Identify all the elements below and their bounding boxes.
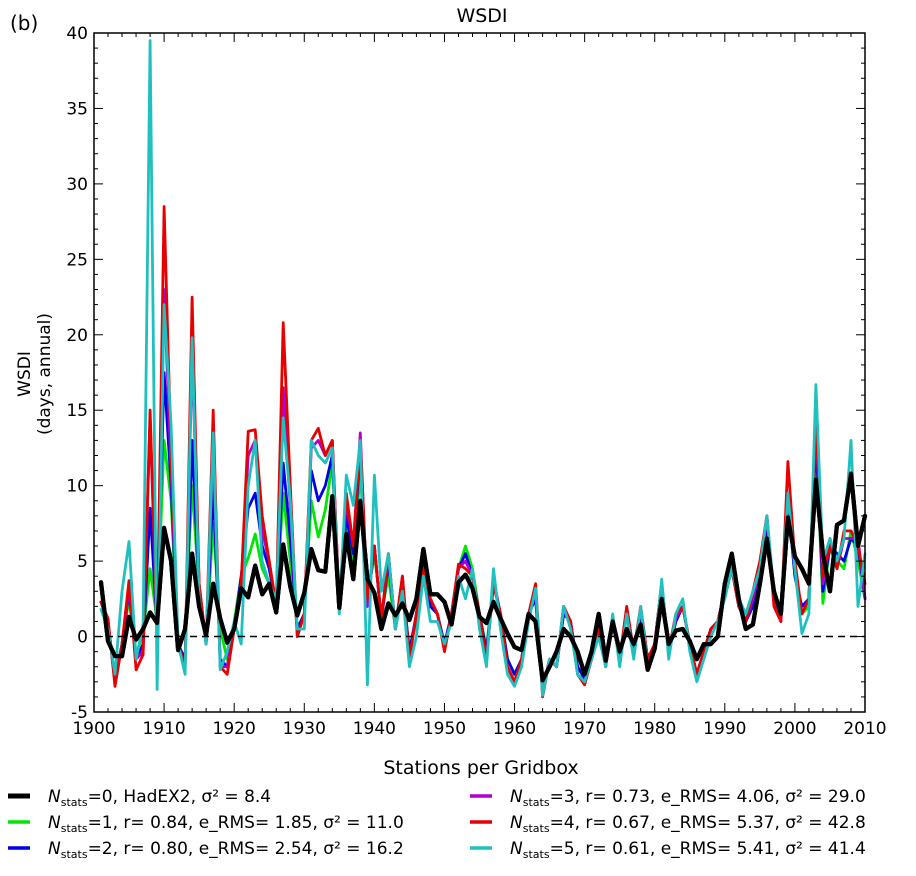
legend-entry-4: Nstats=4, r= 0.67, e_RMS= 5.37, σ² = 42.… — [510, 813, 866, 835]
y-tick-label: 20 — [66, 326, 88, 346]
y-axis-label-line2: (days, annual) — [35, 313, 55, 435]
x-tick-label: 1990 — [703, 719, 746, 739]
y-tick-label: -5 — [71, 703, 88, 723]
legend-entry-5: Nstats=5, r= 0.61, e_RMS= 5.41, σ² = 41.… — [510, 839, 866, 861]
y-tick-label: 15 — [66, 401, 88, 421]
panel-label: (b) — [10, 11, 38, 35]
x-tick-label: 1980 — [633, 719, 676, 739]
x-tick-label: 2000 — [773, 719, 816, 739]
x-tick-label: 1940 — [353, 719, 396, 739]
y-tick-label: 35 — [66, 99, 88, 119]
x-tick-label: 1910 — [142, 719, 185, 739]
x-tick-label: 1900 — [72, 719, 115, 739]
legend-entry-3: Nstats=3, r= 0.73, e_RMS= 4.06, σ² = 29.… — [510, 787, 866, 809]
y-tick-label: 40 — [66, 24, 88, 44]
y-tick-label: 30 — [66, 175, 88, 195]
x-tick-label: 1970 — [563, 719, 606, 739]
y-tick-label: 0 — [77, 628, 88, 648]
y-tick-label: 5 — [77, 552, 88, 572]
y-axis-label-line1: WSDI — [15, 351, 35, 397]
chart-title: WSDI — [456, 5, 507, 27]
series-line-4 — [99, 205, 867, 699]
x-tick-label: 2010 — [843, 719, 886, 739]
legend: Nstats=0, HadEX2, σ² = 8.4 Nstats=3, r= 0… — [8, 787, 866, 861]
y-tick-label: 10 — [66, 477, 88, 497]
y-tick-label: 25 — [66, 250, 88, 270]
plot-area: 1900 1910 1920 1930 1940 1950 1960 1970 1980 1990… — [66, 24, 886, 739]
legend-entry-2: Nstats=2, r= 0.80, e_RMS= 2.54, σ² = 16.… — [48, 839, 404, 861]
legend-entry-1: Nstats=1, r= 0.84, e_RMS= 1.85, σ² = 11.… — [48, 813, 404, 835]
x-axis-label: Stations per Gridbox — [383, 757, 578, 779]
plot-frame — [93, 32, 866, 713]
series-line-hadex2-top — [98, 471, 868, 683]
x-tick-label: 1950 — [423, 719, 466, 739]
x-tick-label: 1930 — [283, 719, 326, 739]
legend-entry-0: Nstats=0, HadEX2, σ² = 8.4 — [48, 787, 271, 809]
x-tick-label: 1960 — [493, 719, 536, 739]
x-tick-label: 1920 — [213, 719, 256, 739]
